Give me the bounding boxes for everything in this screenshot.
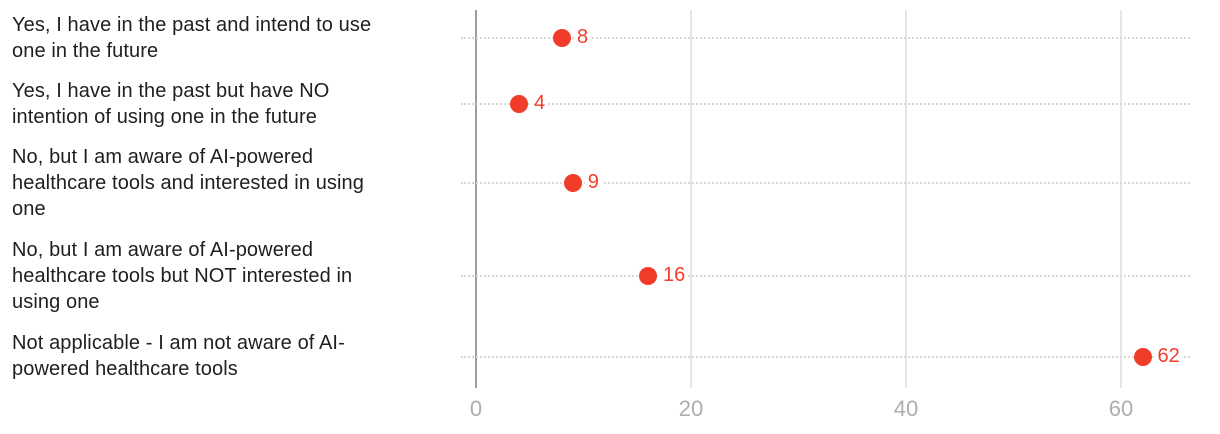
category-label: Not applicable - I am not aware of AI- p… <box>12 332 345 380</box>
gridline <box>1120 10 1122 388</box>
leader-line <box>461 356 1190 358</box>
dot-marker <box>639 267 657 285</box>
value-label: 4 <box>531 91 549 116</box>
value-label: 62 <box>1154 344 1183 369</box>
leader-line <box>461 182 1190 184</box>
x-tick-label: 40 <box>893 396 919 421</box>
dot-marker <box>510 95 528 113</box>
x-tick-label: 60 <box>1108 396 1134 421</box>
gridline <box>905 10 907 388</box>
value-label: 9 <box>584 170 602 195</box>
category-label: No, but I am aware of AI-powered healthc… <box>12 239 353 313</box>
value-label: 16 <box>660 263 689 288</box>
x-tick-label: 0 <box>469 396 483 421</box>
category-label: Yes, I have in the past and intend to us… <box>12 14 372 62</box>
x-tick-label: 20 <box>678 396 704 421</box>
dot-marker <box>563 174 582 192</box>
leader-line <box>461 275 1190 277</box>
value-label: 8 <box>574 25 592 50</box>
gridline <box>690 10 692 388</box>
leader-line <box>461 103 1190 105</box>
leader-line <box>461 37 1190 39</box>
category-label: No, but I am aware of AI-powered healthc… <box>12 146 365 220</box>
axis-line <box>475 10 477 388</box>
category-label: Yes, I have in the past but have NO inte… <box>12 80 330 128</box>
dot-marker <box>1133 348 1152 366</box>
dot-marker <box>553 29 571 47</box>
